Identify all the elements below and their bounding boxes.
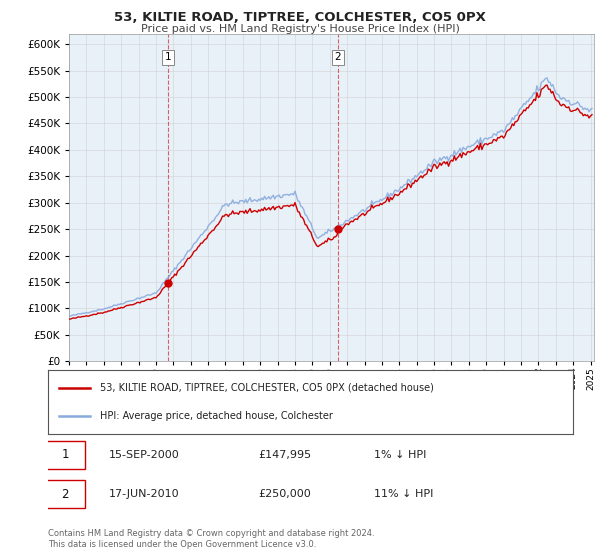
Text: 11% ↓ HPI: 11% ↓ HPI xyxy=(373,489,433,499)
Text: 1: 1 xyxy=(165,53,172,62)
Text: 15-SEP-2000: 15-SEP-2000 xyxy=(109,450,179,460)
Text: 17-JUN-2010: 17-JUN-2010 xyxy=(109,489,179,499)
Text: 2: 2 xyxy=(334,53,341,62)
Text: HPI: Average price, detached house, Colchester: HPI: Average price, detached house, Colc… xyxy=(101,411,334,421)
Text: 1% ↓ HPI: 1% ↓ HPI xyxy=(373,450,426,460)
Text: £147,995: £147,995 xyxy=(258,450,311,460)
Text: 53, KILTIE ROAD, TIPTREE, COLCHESTER, CO5 0PX (detached house): 53, KILTIE ROAD, TIPTREE, COLCHESTER, CO… xyxy=(101,382,434,393)
Text: 1: 1 xyxy=(61,449,69,461)
Text: 2: 2 xyxy=(61,488,69,501)
FancyBboxPatch shape xyxy=(46,480,85,508)
Text: 53, KILTIE ROAD, TIPTREE, COLCHESTER, CO5 0PX: 53, KILTIE ROAD, TIPTREE, COLCHESTER, CO… xyxy=(114,11,486,24)
Text: Price paid vs. HM Land Registry's House Price Index (HPI): Price paid vs. HM Land Registry's House … xyxy=(140,24,460,34)
Text: £250,000: £250,000 xyxy=(258,489,311,499)
FancyBboxPatch shape xyxy=(46,441,85,469)
Text: Contains HM Land Registry data © Crown copyright and database right 2024.
This d: Contains HM Land Registry data © Crown c… xyxy=(48,529,374,549)
